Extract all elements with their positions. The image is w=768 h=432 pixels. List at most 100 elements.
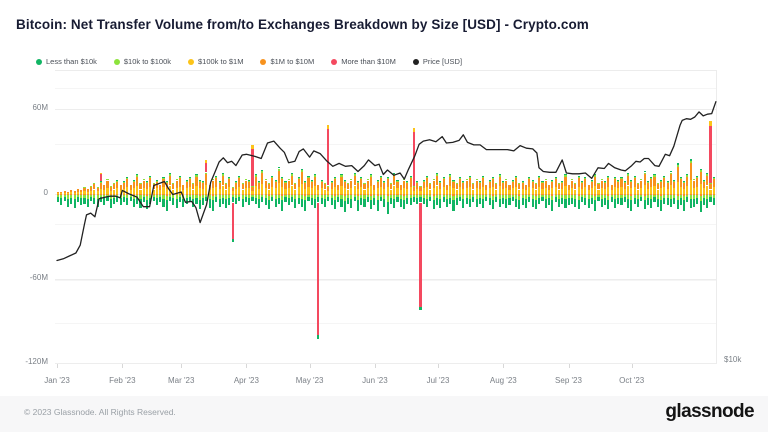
bar-segment — [538, 175, 541, 177]
bar-segment — [528, 197, 531, 203]
bar-segment — [379, 175, 383, 177]
bar-segment — [673, 179, 676, 181]
legend-item-more-than-10m[interactable]: More than $10M — [331, 57, 396, 66]
bar-segment — [416, 197, 419, 204]
bar-segment — [188, 194, 191, 198]
bar-segment — [406, 197, 409, 204]
bar-segment — [307, 176, 310, 179]
bar-segment — [290, 194, 294, 198]
bar-segment — [271, 186, 274, 194]
bar-segment — [70, 194, 73, 195]
bar-segment — [617, 179, 620, 181]
bar-segment — [534, 189, 537, 194]
bar-segment — [106, 194, 109, 197]
bar-segment — [383, 183, 386, 189]
bar-segment — [376, 180, 379, 182]
bar-segment — [83, 194, 86, 195]
bar-segment — [63, 196, 66, 202]
bar-segment — [234, 183, 238, 189]
bar-segment — [337, 190, 340, 194]
bar-segment — [320, 179, 323, 181]
bar-segment — [113, 197, 116, 204]
bar-segment — [221, 194, 224, 195]
bar-segment — [307, 196, 310, 202]
bar-segment — [373, 184, 376, 186]
legend-item-price-usd[interactable]: Price [USD] — [412, 57, 462, 66]
bar-segment — [699, 169, 702, 172]
bar-segment — [238, 178, 241, 187]
bar-segment — [218, 181, 221, 182]
bar-segment — [195, 175, 198, 177]
bar-segment — [152, 189, 155, 194]
bar-segment — [366, 194, 369, 195]
bar-segment — [175, 195, 178, 200]
bar-segment — [673, 180, 676, 182]
y-axis-label: -120M — [25, 357, 48, 367]
bar-segment — [340, 198, 343, 207]
x-axis-label: May '23 — [295, 376, 324, 385]
bar-segment — [211, 187, 215, 194]
bar-segment — [709, 120, 712, 127]
bar-segment — [416, 181, 419, 183]
bar-segment — [113, 189, 116, 194]
bar-segment — [620, 195, 623, 199]
bar-segment — [491, 195, 495, 200]
bar-segment — [557, 195, 560, 199]
legend-item-less-than-10k[interactable]: Less than $10k — [36, 57, 97, 66]
bar-segment — [327, 186, 330, 191]
bar-segment — [258, 183, 261, 189]
legend-dot-icon — [331, 58, 338, 65]
bar-segment — [426, 194, 429, 196]
bar-segment — [93, 197, 96, 204]
glassnode-logo[interactable]: glassnode — [665, 401, 754, 422]
bar-segment — [320, 188, 323, 194]
bar-segment — [165, 194, 168, 196]
bar-segment — [571, 178, 574, 180]
legend-item-100k-to-1m[interactable]: $100k to $1M — [188, 57, 243, 66]
bar-segment — [617, 197, 620, 204]
bar-segment — [564, 195, 567, 200]
bar-segment — [412, 127, 416, 132]
bar-segment — [646, 181, 649, 182]
bar-segment — [350, 187, 353, 194]
bar-segment — [462, 199, 465, 209]
bar-segment — [653, 174, 656, 176]
bar-segment — [258, 188, 261, 194]
bar-segment — [501, 181, 504, 182]
bar-segment — [617, 188, 620, 194]
bar-segment — [636, 184, 640, 190]
bar-segment — [604, 188, 607, 194]
bar-segment — [594, 175, 597, 177]
bar-segment — [607, 176, 610, 179]
bar-segment — [607, 195, 610, 200]
bar-segment — [178, 197, 182, 203]
bar-segment — [403, 194, 406, 196]
legend-item-1m-to-10m[interactable]: $1M to $10M — [260, 57, 314, 66]
legend-item-10k-to-100k[interactable]: $10k to $100k — [113, 57, 171, 66]
bar-segment — [491, 177, 495, 178]
bar-segment — [528, 179, 531, 188]
bar-segment — [93, 183, 96, 185]
bar-segment — [231, 191, 234, 194]
bar-segment — [435, 172, 439, 174]
bar-segment — [218, 188, 221, 194]
plot-area[interactable] — [55, 70, 717, 365]
bar-segment — [574, 189, 577, 194]
bar-segment — [472, 194, 475, 198]
bar-segment — [254, 186, 257, 194]
bar-segment — [640, 196, 643, 202]
bar-segment — [99, 183, 102, 189]
bar-segment — [290, 175, 294, 186]
bar-segment — [656, 189, 659, 194]
bar-segment — [57, 194, 60, 195]
bar-segment — [132, 181, 135, 189]
bar-segment — [495, 183, 498, 185]
bar-segment — [445, 190, 448, 194]
bar-segment — [76, 191, 79, 194]
bar-segment — [561, 183, 564, 189]
bar-segment — [264, 194, 267, 196]
bar-segment — [63, 194, 66, 195]
bar-segment — [330, 188, 333, 194]
bar-segment — [426, 198, 429, 207]
bar-segment — [580, 181, 584, 182]
